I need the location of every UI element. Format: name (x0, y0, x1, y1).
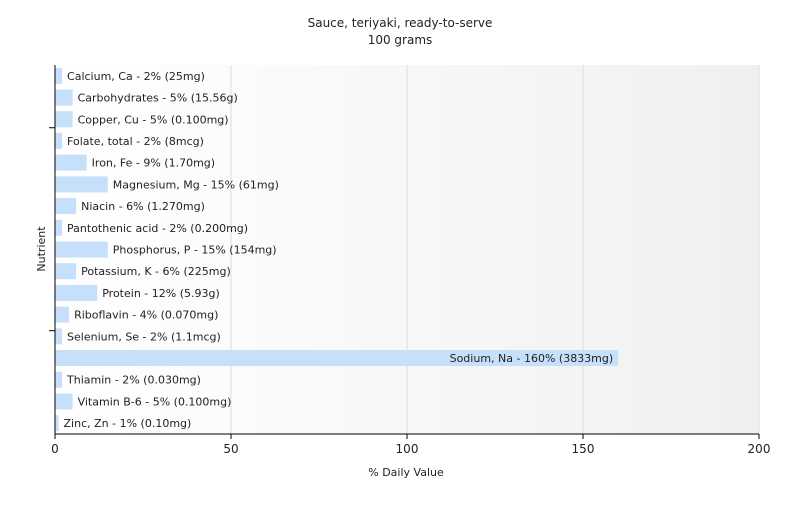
chart-title: Sauce, teriyaki, ready-to-serve (308, 16, 493, 30)
bars: Calcium, Ca - 2% (25mg) Carbohydrates - 5… (55, 67, 619, 432)
bar-label: Potassium, K - 6% (225mg) (81, 265, 231, 278)
bar (55, 111, 73, 128)
x-tick-label: 200 (748, 442, 771, 456)
bar-label: Copper, Cu - 5% (0.100mg) (78, 113, 229, 126)
bar (55, 284, 98, 301)
bar (55, 328, 63, 345)
bar (55, 198, 77, 215)
bar-label: Vitamin B-6 - 5% (0.100mg) (78, 395, 232, 408)
bar (55, 393, 73, 410)
x-axis-title: % Daily Value (368, 466, 444, 479)
chart-subtitle: 100 grams (368, 33, 433, 47)
bar-label: Sodium, Na - 160% (3833mg) (450, 352, 614, 365)
bar-label: Magnesium, Mg - 15% (61mg) (113, 178, 279, 191)
bar (55, 306, 70, 323)
bar-label: Phosphorus, P - 15% (154mg) (113, 244, 277, 257)
bar-label: Zinc, Zn - 1% (0.10mg) (64, 417, 192, 430)
bar-label: Folate, total - 2% (8mcg) (67, 135, 204, 148)
y-axis-title: Nutrient (35, 226, 48, 272)
bar (55, 67, 63, 84)
x-tick-label: 0 (51, 442, 59, 456)
bar-label: Niacin - 6% (1.270mg) (81, 200, 205, 213)
grid-lines (230, 65, 760, 434)
bar-label: Carbohydrates - 5% (15.56g) (78, 92, 238, 105)
bar (55, 89, 73, 106)
bar (55, 241, 108, 258)
bar (55, 263, 77, 280)
axes: 0 50 100 150 200 (49, 65, 770, 456)
bar (55, 415, 59, 432)
bar (55, 371, 63, 388)
bar-label: Thiamin - 2% (0.030mg) (66, 374, 201, 387)
bar-label: Selenium, Se - 2% (1.1mcg) (67, 330, 221, 343)
bar (55, 154, 87, 171)
bar-label: Riboflavin - 4% (0.070mg) (74, 309, 218, 322)
bar (55, 219, 63, 236)
bar-label: Iron, Fe - 9% (1.70mg) (92, 157, 215, 170)
x-tick-label: 150 (572, 442, 595, 456)
x-tick-label: 50 (223, 442, 238, 456)
bar-label: Pantothenic acid - 2% (0.200mg) (67, 222, 248, 235)
bar (55, 176, 108, 193)
bar-label: Calcium, Ca - 2% (25mg) (67, 70, 205, 83)
bar (55, 132, 63, 149)
x-tick-label: 100 (396, 442, 419, 456)
bar-label: Protein - 12% (5.93g) (102, 287, 220, 300)
bar (55, 350, 619, 367)
